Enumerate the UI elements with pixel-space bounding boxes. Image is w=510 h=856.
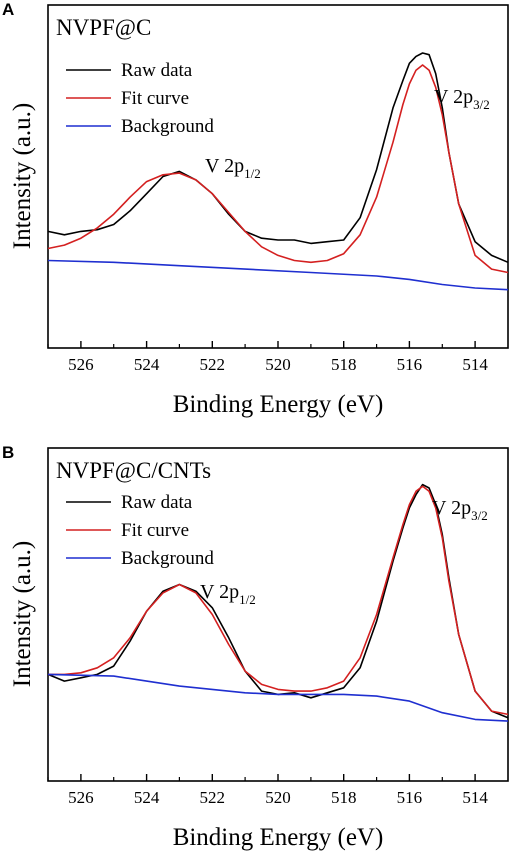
peak-label-v2p32: V 2p3/2 [432,497,488,523]
series-background-line [47,259,509,291]
x-tick-label: 516 [397,788,423,807]
x-tick-label: 514 [462,788,488,807]
x-tick-label: 522 [200,788,226,807]
panel-b: B 526 524 522 520 518 516 514 NVPF@C/CNTs Raw … [2,443,509,851]
x-axis-title: Binding Energy (eV) [173,391,384,418]
legend-label-raw: Raw data [121,60,193,81]
x-ticks: 526 524 522 520 518 516 514 [47,774,488,807]
plot-frame [47,4,509,349]
series-raw-line [47,52,509,264]
x-tick-label: 520 [265,788,291,807]
panel-letter: B [2,443,14,462]
x-tick-label: 526 [68,355,94,374]
x-tick-label: 522 [200,355,226,374]
sample-label: NVPF@C/CNTs [56,458,211,483]
series-fit-line [47,64,509,274]
legend-label-background: Background [121,116,214,137]
x-tick-label: 526 [68,788,94,807]
sample-label: NVPF@C [56,15,151,40]
x-axis-title: Binding Energy (eV) [173,824,384,851]
legend-label-fit: Fit curve [121,88,189,109]
panel-letter: A [2,0,14,19]
legend: Raw data Fit curve Background [66,492,214,569]
x-tick-label: 524 [134,355,160,374]
x-tick-label: 524 [134,788,160,807]
x-tick-label: 516 [397,355,423,374]
legend-label-background: Background [121,548,214,569]
x-tick-label: 518 [331,788,357,807]
peak-label-v2p12: V 2p1/2 [205,155,261,181]
peak-label-v2p12: V 2p1/2 [200,581,256,607]
x-tick-label: 514 [462,355,488,374]
series-background-line [47,673,509,722]
legend: Raw data Fit curve Background [66,60,214,137]
series-layer [47,483,509,722]
panel-a: A 526 524 522 520 518 516 514 NVPF@C Raw data … [2,0,509,418]
y-axis-title: Intensity (a.u.) [9,541,36,687]
x-tick-label: 520 [265,355,291,374]
legend-label-raw: Raw data [121,492,193,513]
x-ticks: 526 524 522 520 518 516 514 [47,341,488,374]
y-axis-title: Intensity (a.u.) [9,103,36,249]
x-tick-label: 518 [331,355,357,374]
peak-label-v2p32: V 2p3/2 [434,86,490,112]
series-fit-line [48,485,509,716]
legend-label-fit: Fit curve [121,520,189,541]
series-layer [47,52,509,291]
